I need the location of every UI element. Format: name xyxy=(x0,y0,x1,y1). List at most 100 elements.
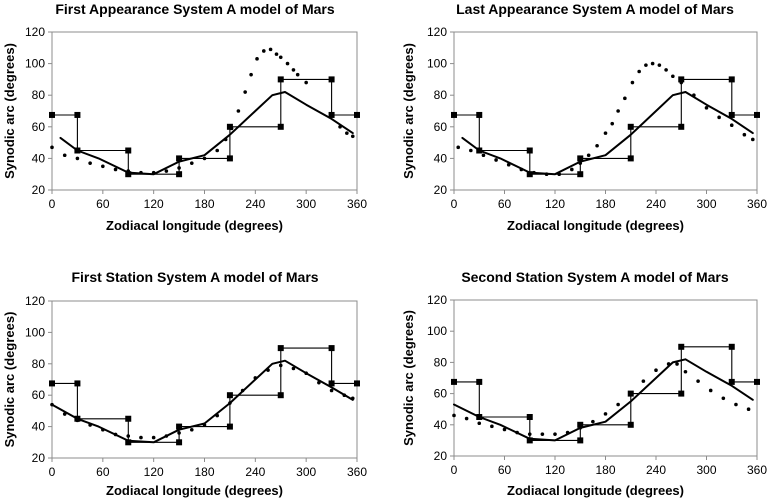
observed-data-point xyxy=(657,63,662,67)
observed-data-point xyxy=(481,153,486,158)
x-tick-label: 360 xyxy=(347,465,367,479)
x-tick-label: 180 xyxy=(595,197,615,211)
observed-data-point xyxy=(553,432,557,436)
observed-data-point xyxy=(704,106,709,110)
x-axis-label: Zodiacal longitude (degrees) xyxy=(507,483,684,498)
x-tick-label: 300 xyxy=(296,465,316,479)
observed-data-point xyxy=(675,362,679,366)
step-function-marker xyxy=(49,111,55,118)
y-tick-label: 100 xyxy=(427,324,447,338)
observed-data-point xyxy=(342,393,347,398)
y-tick-label: 100 xyxy=(25,325,45,339)
step-function-marker xyxy=(577,437,584,444)
observed-data-point xyxy=(285,61,290,66)
step-function-marker xyxy=(451,378,457,385)
step-function-marker xyxy=(125,171,132,178)
step-function-marker xyxy=(277,392,284,399)
observed-data-point xyxy=(671,74,675,79)
step-function-marker xyxy=(577,421,584,428)
x-tick-label: 360 xyxy=(347,197,367,211)
observed-data-point xyxy=(329,388,334,393)
observed-data-point xyxy=(506,162,511,167)
observed-data-point xyxy=(177,166,181,170)
observed-data-point xyxy=(557,172,562,176)
observed-data-point xyxy=(603,131,608,135)
step-function-marker xyxy=(226,392,233,399)
observed-data-point xyxy=(544,172,549,176)
observed-data-point xyxy=(610,121,615,126)
step-function-marker xyxy=(226,123,233,130)
step-function-marker xyxy=(226,155,233,162)
y-tick-label: 120 xyxy=(427,293,447,307)
x-tick-label: 300 xyxy=(696,197,716,211)
observed-data-point xyxy=(623,96,627,101)
plot-area xyxy=(51,300,358,459)
y-axis-label: Synodic arc (degrees) xyxy=(401,43,416,179)
observed-data-point xyxy=(101,164,105,169)
step-function-marker xyxy=(354,380,360,387)
observed-data-point xyxy=(644,63,648,67)
observed-data-point xyxy=(490,424,494,429)
y-tick-label: 20 xyxy=(32,451,46,465)
step-function-marker xyxy=(627,421,634,428)
observed-data-point xyxy=(240,388,245,393)
observed-data-point xyxy=(253,376,258,380)
x-tick-label: 60 xyxy=(96,465,110,479)
y-tick-label: 40 xyxy=(434,418,448,432)
y-tick-label: 120 xyxy=(25,294,45,308)
x-tick-label: 180 xyxy=(194,465,214,479)
observed-data-point xyxy=(742,132,747,137)
x-tick-label: 0 xyxy=(451,463,458,477)
observed-data-point xyxy=(666,362,671,366)
step-function-line xyxy=(454,78,757,175)
x-tick-label: 240 xyxy=(245,197,265,211)
step-function-marker xyxy=(328,380,335,387)
y-tick-label: 100 xyxy=(427,57,447,71)
x-tick-label: 180 xyxy=(194,197,214,211)
observed-data-point xyxy=(236,109,241,113)
x-tick-label: 180 xyxy=(595,463,615,477)
observed-data-point xyxy=(113,432,118,437)
x-tick-label: 60 xyxy=(96,197,110,211)
observed-data-point xyxy=(202,156,207,161)
observed-data-point xyxy=(278,55,283,60)
observed-data-point xyxy=(151,170,156,175)
observed-data-point xyxy=(317,380,321,385)
step-function-marker xyxy=(678,123,685,130)
step-function-marker xyxy=(728,76,735,83)
step-function-marker xyxy=(526,171,533,178)
observed-data-point xyxy=(101,427,105,432)
observed-data-point xyxy=(692,93,696,97)
observed-data-point xyxy=(164,434,169,438)
observed-data-point xyxy=(456,145,461,150)
chart-title: Second Station System A model of Mars xyxy=(461,269,729,285)
observed-data-point xyxy=(729,123,734,128)
observed-data-point xyxy=(274,52,279,56)
y-tick-label: 120 xyxy=(25,25,45,39)
x-tick-label: 300 xyxy=(296,197,316,211)
observed-data-point xyxy=(650,61,655,66)
observed-data-point xyxy=(603,412,608,416)
observed-data-point xyxy=(75,156,80,161)
observed-data-point xyxy=(88,161,92,165)
y-tick-label: 20 xyxy=(434,183,448,197)
observed-data-point xyxy=(502,427,507,432)
step-function-marker xyxy=(754,378,760,385)
observed-data-point xyxy=(683,369,688,374)
chart-panel-3: First Station System A model of Mars 20 40… xyxy=(2,269,367,498)
step-function-marker xyxy=(125,439,132,446)
step-function-marker xyxy=(678,390,685,397)
y-tick-label: 40 xyxy=(434,151,448,165)
observed-data-point xyxy=(464,416,469,421)
step-function-marker xyxy=(577,171,584,178)
observed-data-point xyxy=(189,427,194,432)
chart-title: First Station System A model of Mars xyxy=(71,269,318,285)
observed-data-point xyxy=(570,167,574,172)
observed-data-point xyxy=(164,169,169,173)
y-axis-label: Synodic arc (degrees) xyxy=(2,312,17,448)
observed-data-point xyxy=(578,161,583,165)
observed-data-point xyxy=(228,401,232,405)
observed-data-point xyxy=(616,402,620,407)
x-tick-label: 0 xyxy=(49,197,56,211)
